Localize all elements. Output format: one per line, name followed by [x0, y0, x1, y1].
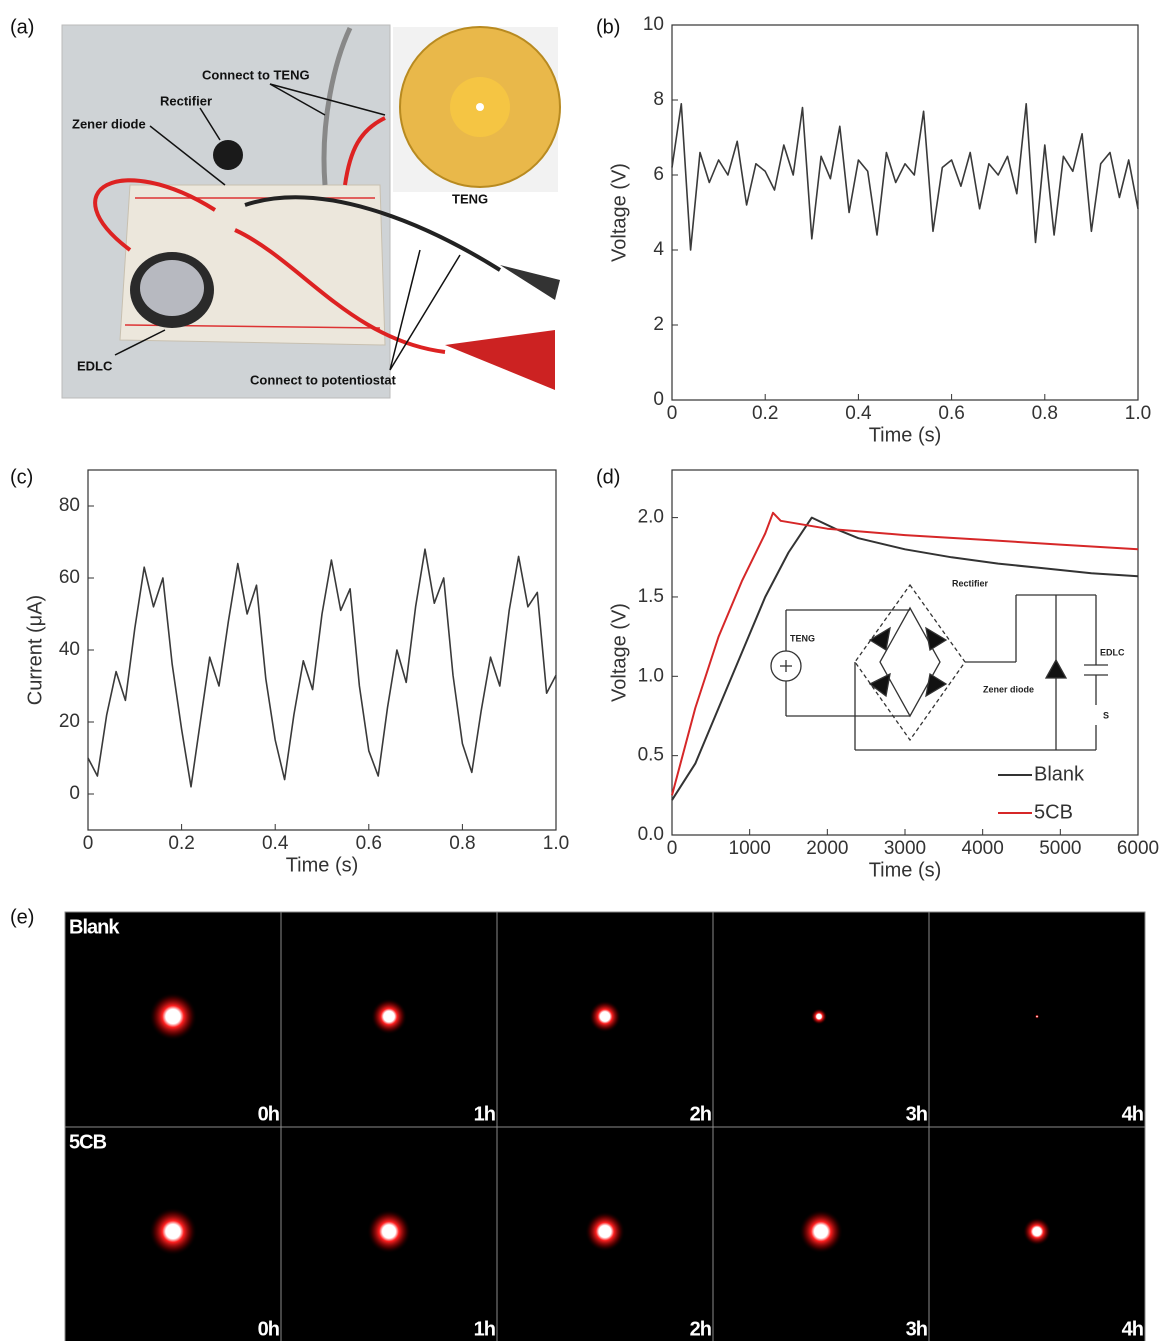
y-axis-label: Voltage (V)	[608, 603, 630, 702]
time-label: 4h	[1122, 1318, 1143, 1340]
time-label: 2h	[690, 1103, 711, 1125]
circuit-label: TENG	[790, 633, 815, 643]
glow-spot	[585, 1211, 625, 1252]
data-line	[671, 511, 1139, 796]
data-line	[671, 103, 1139, 251]
x-tick-label: 0.6	[356, 833, 382, 854]
y-tick-label: 40	[59, 639, 80, 660]
y-tick-label: 6	[653, 164, 664, 185]
y-tick-label: 2.0	[638, 507, 664, 528]
glow-spot	[589, 1000, 621, 1033]
y-tick-label: 2	[653, 314, 664, 335]
y-tick-label: 0	[653, 389, 664, 410]
x-axis-label: Time (s)	[286, 854, 359, 876]
x-tick-label: 5000	[1039, 838, 1081, 859]
y-tick-label: 1.5	[638, 586, 664, 607]
y-tick-label: 8	[653, 89, 664, 110]
x-axis-label: Time (s)	[869, 424, 942, 446]
x-tick-label: 0	[667, 838, 678, 859]
glow-cell	[928, 911, 1146, 1128]
glow-spot	[367, 1209, 411, 1254]
glow-spot	[149, 992, 197, 1041]
x-axis-label: Time (s)	[869, 859, 942, 881]
glow-spot	[811, 1008, 827, 1025]
y-tick-label: 20	[59, 711, 80, 732]
y-axis-label: Voltage (V)	[608, 163, 630, 262]
row-label: Blank	[69, 916, 120, 938]
time-label: 0h	[258, 1318, 279, 1340]
x-tick-label: 0.4	[262, 833, 289, 854]
time-label: 4h	[1122, 1103, 1143, 1125]
photo-label: Connect to potentiostat	[250, 372, 397, 387]
legend-label: 5CB	[1034, 801, 1073, 823]
y-tick-label: 10	[643, 14, 664, 35]
photo-label: TENG	[452, 191, 488, 206]
circuit-label: Rectifier	[952, 578, 989, 588]
data-line	[671, 516, 1139, 801]
panel-label: (a)	[10, 16, 34, 38]
x-tick-label: 6000	[1117, 838, 1159, 859]
y-tick-label: 60	[59, 567, 80, 588]
photo-label: Zener diode	[72, 116, 146, 131]
y-tick-label: 4	[653, 239, 664, 260]
y-tick-label: 0	[69, 783, 80, 804]
x-tick-label: 2000	[806, 838, 848, 859]
time-label: 2h	[690, 1318, 711, 1340]
circuit-label: EDLC	[1100, 647, 1125, 657]
y-tick-label: 1.0	[638, 665, 664, 686]
plot-frame	[671, 24, 1139, 401]
x-tick-label: 4000	[962, 838, 1004, 859]
time-label: 1h	[474, 1103, 495, 1125]
x-tick-label: 1000	[729, 838, 771, 859]
circuit-label: Zener diode	[983, 684, 1034, 694]
x-tick-label: 0.8	[1032, 403, 1058, 424]
time-label: 3h	[906, 1103, 927, 1125]
x-tick-label: 1.0	[543, 833, 569, 854]
panel-label: (c)	[10, 466, 33, 488]
x-tick-label: 0	[83, 833, 94, 854]
y-tick-label: 80	[59, 495, 80, 516]
x-tick-label: 1.0	[1125, 403, 1151, 424]
x-tick-label: 3000	[884, 838, 926, 859]
time-label: 0h	[258, 1103, 279, 1125]
photo	[61, 24, 561, 399]
panel-label: (d)	[596, 466, 620, 488]
plot-frame	[87, 469, 557, 831]
panel-label: (e)	[10, 906, 34, 928]
glow-spot	[799, 1209, 843, 1254]
x-tick-label: 0.2	[168, 833, 194, 854]
time-label: 3h	[906, 1318, 927, 1340]
y-axis-label: Current (μA)	[24, 595, 46, 705]
x-tick-label: 0.8	[449, 833, 475, 854]
x-tick-label: 0.2	[752, 403, 778, 424]
legend-label: Blank	[1034, 763, 1085, 785]
photo-label: Connect to TENG	[202, 67, 310, 82]
y-tick-label: 0.0	[638, 824, 664, 845]
panel-label: (b)	[596, 16, 620, 38]
time-label: 1h	[474, 1318, 495, 1340]
glow-spot	[149, 1207, 197, 1256]
row-label: 5CB	[69, 1131, 107, 1153]
x-tick-label: 0.4	[845, 403, 872, 424]
photo-label: Rectifier	[160, 93, 212, 108]
circuit-diagram	[770, 583, 1108, 751]
x-tick-label: 0.6	[938, 403, 964, 424]
glow-spot	[1023, 1217, 1051, 1246]
circuit-label: S	[1103, 710, 1109, 720]
photo-label: EDLC	[77, 358, 113, 373]
glow-grid: 0h 1h 2h 3h 4h Blank 0h 1h 2h 3h 4h 5CB	[64, 911, 1146, 1341]
glow-spot	[1035, 1014, 1039, 1019]
glow-spot	[371, 998, 407, 1035]
y-tick-label: 0.5	[638, 745, 664, 766]
data-line	[87, 548, 557, 788]
x-tick-label: 0	[667, 403, 678, 424]
